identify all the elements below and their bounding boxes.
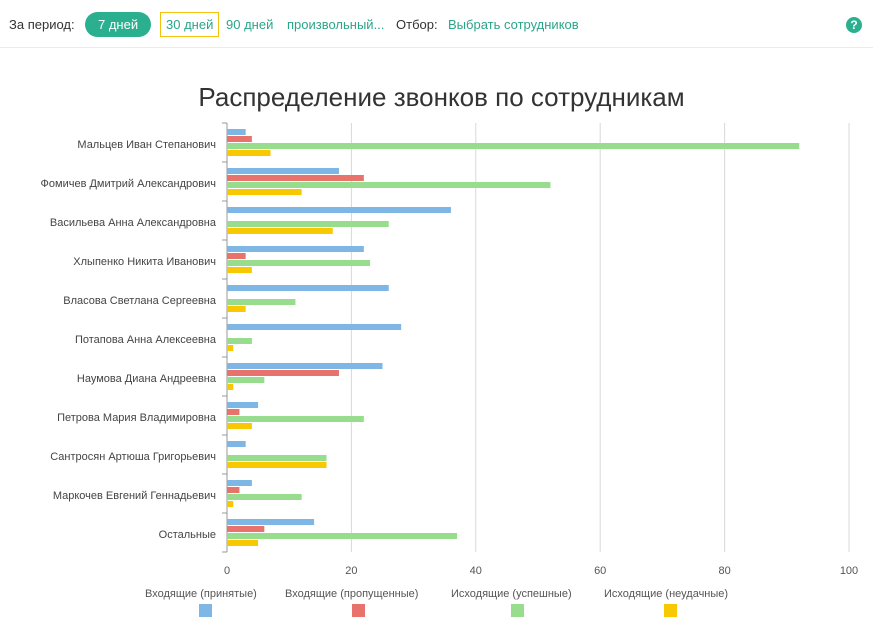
x-tick-label: 0 bbox=[224, 565, 230, 577]
bar-outgoing-failed bbox=[227, 189, 302, 195]
period-7-days-button[interactable]: 7 дней bbox=[85, 12, 152, 37]
legend-swatch-incoming-accepted[interactable] bbox=[199, 604, 212, 617]
period-90-days-link[interactable]: 90 дней bbox=[226, 17, 274, 32]
bar-outgoing-success bbox=[227, 377, 265, 383]
bar-outgoing-failed bbox=[227, 423, 252, 429]
category-label: Потапова Анна Алексеевна bbox=[75, 334, 217, 346]
legend-swatch-outgoing-success[interactable] bbox=[511, 604, 524, 617]
bar-outgoing-success bbox=[227, 533, 458, 539]
x-tick-label: 20 bbox=[345, 565, 357, 577]
bar-outgoing-failed bbox=[227, 267, 252, 273]
x-tick-label: 80 bbox=[718, 565, 730, 577]
bar-incoming-accepted bbox=[227, 363, 383, 369]
period-label: За период: bbox=[9, 17, 75, 32]
bar-outgoing-failed bbox=[227, 345, 234, 351]
bar-incoming-missed bbox=[227, 370, 339, 376]
help-icon[interactable]: ? bbox=[846, 17, 862, 33]
bar-outgoing-success bbox=[227, 143, 800, 149]
bar-outgoing-failed bbox=[227, 228, 333, 234]
bar-outgoing-success bbox=[227, 494, 302, 500]
bar-outgoing-success bbox=[227, 299, 296, 305]
category-label: Сантросян Артюша Григорьевич bbox=[50, 451, 216, 463]
category-label: Васильева Анна Александровна bbox=[50, 217, 217, 229]
bar-incoming-accepted bbox=[227, 519, 315, 525]
bar-outgoing-success bbox=[227, 416, 364, 422]
bar-outgoing-success bbox=[227, 455, 327, 461]
bar-incoming-accepted bbox=[227, 441, 246, 447]
legend-swatch-outgoing-failed[interactable] bbox=[664, 604, 677, 617]
legend-label-incoming-missed: Входящие (пропущенные) bbox=[285, 588, 419, 600]
legend-swatch-incoming-missed[interactable] bbox=[352, 604, 365, 617]
bar-outgoing-failed bbox=[227, 501, 234, 507]
bar-incoming-accepted bbox=[227, 324, 402, 330]
chart-title: Распределение звонков по сотрудникам bbox=[198, 82, 685, 112]
x-tick-label: 100 bbox=[840, 565, 858, 577]
bar-incoming-accepted bbox=[227, 207, 451, 213]
bar-incoming-missed bbox=[227, 409, 240, 415]
bar-incoming-missed bbox=[227, 175, 364, 181]
bar-incoming-accepted bbox=[227, 285, 389, 291]
category-label: Фомичев Дмитрий Александрович bbox=[41, 178, 216, 190]
filter-label: Отбор: bbox=[396, 17, 438, 32]
category-label: Маркочев Евгений Геннадьевич bbox=[53, 490, 216, 502]
bar-outgoing-success bbox=[227, 338, 252, 344]
x-tick-label: 40 bbox=[470, 565, 482, 577]
bar-incoming-accepted bbox=[227, 480, 252, 486]
legend-label-incoming-accepted: Входящие (принятые) bbox=[145, 588, 257, 600]
bar-outgoing-failed bbox=[227, 384, 234, 390]
bar-incoming-missed bbox=[227, 136, 252, 142]
select-employees-link[interactable]: Выбрать сотрудников bbox=[448, 17, 579, 32]
bar-outgoing-failed bbox=[227, 150, 271, 156]
legend-label-outgoing-failed: Исходящие (неудачные) bbox=[604, 588, 729, 600]
bar-incoming-accepted bbox=[227, 402, 259, 408]
category-label: Хлыпенко Никита Иванович bbox=[73, 256, 216, 268]
x-tick-label: 60 bbox=[594, 565, 606, 577]
period-custom-link[interactable]: произвольный... bbox=[287, 17, 385, 32]
bar-incoming-accepted bbox=[227, 246, 364, 252]
category-label: Наумова Диана Андреевна bbox=[77, 373, 217, 385]
period-30-days-button[interactable]: 30 дней bbox=[160, 12, 220, 37]
bar-outgoing-success bbox=[227, 221, 389, 227]
category-label: Петрова Мария Владимировна bbox=[57, 412, 217, 424]
category-label: Мальцев Иван Степанович bbox=[77, 139, 216, 151]
bar-outgoing-failed bbox=[227, 462, 327, 468]
period-toolbar: За период: 7 дней 30 дней 90 дней произв… bbox=[0, 0, 873, 48]
bar-outgoing-success bbox=[227, 182, 551, 188]
bar-outgoing-success bbox=[227, 260, 371, 266]
category-label: Власова Светлана Сергеевна bbox=[63, 295, 217, 307]
bar-outgoing-failed bbox=[227, 540, 259, 546]
bar-incoming-missed bbox=[227, 526, 265, 532]
bar-incoming-missed bbox=[227, 253, 246, 259]
bar-incoming-accepted bbox=[227, 129, 246, 135]
category-label: Остальные bbox=[159, 529, 216, 541]
bar-incoming-missed bbox=[227, 487, 240, 493]
bar-outgoing-failed bbox=[227, 306, 246, 312]
bar-incoming-accepted bbox=[227, 168, 339, 174]
legend-label-outgoing-success: Исходящие (успешные) bbox=[451, 588, 572, 600]
